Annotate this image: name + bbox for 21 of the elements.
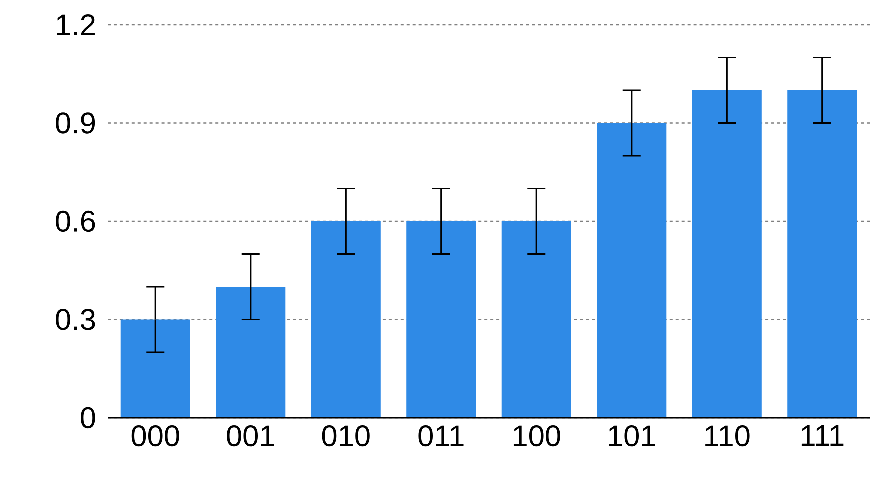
x-tick-label: 101 bbox=[609, 426, 656, 447]
y-tick-label: 0.3 bbox=[56, 309, 96, 330]
y-tick-label: 0.9 bbox=[56, 112, 96, 134]
x-tick-label: 100 bbox=[514, 426, 560, 447]
bar bbox=[311, 221, 381, 418]
bar bbox=[788, 90, 858, 418]
x-tick-label: 001 bbox=[227, 426, 274, 447]
bar bbox=[406, 221, 476, 418]
bar bbox=[692, 90, 762, 418]
bar bbox=[216, 287, 286, 418]
bar bbox=[597, 123, 667, 418]
y-tick-label: 1.2 bbox=[57, 14, 95, 36]
x-tick-label: 010 bbox=[322, 426, 370, 447]
x-tick-label: 110 bbox=[706, 426, 750, 447]
y-tick-label: 0 bbox=[81, 407, 96, 429]
bar bbox=[502, 221, 572, 418]
x-tick-label: 011 bbox=[418, 426, 464, 447]
x-tick-label: 000 bbox=[132, 426, 180, 447]
bar bbox=[120, 320, 190, 418]
y-tick-label: 0.6 bbox=[56, 210, 96, 232]
x-tick-label: 111 bbox=[802, 426, 844, 446]
